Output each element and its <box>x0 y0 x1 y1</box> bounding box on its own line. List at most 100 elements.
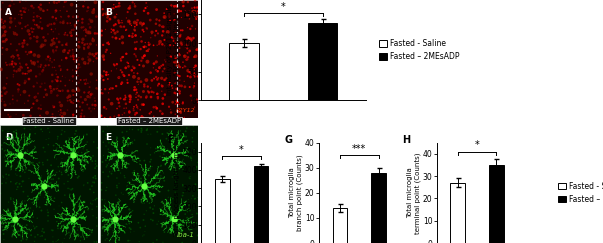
Point <box>125 94 134 98</box>
Point <box>133 128 143 132</box>
Point <box>98 140 108 144</box>
Point <box>104 8 113 12</box>
Point <box>18 71 28 75</box>
Point <box>57 104 66 107</box>
Point <box>36 103 46 107</box>
Point <box>89 176 98 180</box>
Point <box>52 18 62 22</box>
Point <box>45 130 54 134</box>
Point <box>122 106 131 110</box>
Text: F: F <box>167 135 174 145</box>
Point <box>148 211 158 215</box>
Point <box>57 225 66 229</box>
Point <box>142 5 152 9</box>
Point <box>84 31 94 35</box>
Point <box>51 49 61 52</box>
Point <box>130 4 140 8</box>
Point <box>78 41 87 45</box>
Point <box>75 161 84 165</box>
Point <box>0 86 9 90</box>
Point <box>168 175 177 179</box>
Point <box>131 112 141 116</box>
Point <box>28 215 38 219</box>
Point <box>16 174 25 178</box>
Point <box>126 227 136 231</box>
Point <box>78 17 87 21</box>
Point <box>46 89 56 93</box>
Point <box>183 218 193 222</box>
Point <box>66 54 75 58</box>
Point <box>180 9 190 13</box>
Point <box>89 181 99 184</box>
Point <box>86 93 96 96</box>
Point <box>68 113 78 117</box>
Point <box>146 71 156 75</box>
Point <box>181 129 191 133</box>
Point <box>39 230 49 234</box>
Point <box>36 20 45 24</box>
Point <box>159 208 168 212</box>
Point <box>40 150 50 154</box>
Point <box>81 151 90 155</box>
Point <box>116 155 125 159</box>
Point <box>48 228 57 232</box>
Point <box>45 23 54 26</box>
Point <box>90 0 100 4</box>
Point <box>36 63 46 67</box>
Bar <box>308 23 338 100</box>
Point <box>49 207 59 211</box>
Point <box>137 55 147 59</box>
Point <box>122 151 131 155</box>
Point <box>158 102 168 106</box>
Point <box>73 86 83 90</box>
Point <box>51 10 60 14</box>
Point <box>46 195 56 199</box>
Point <box>34 65 43 69</box>
Point <box>13 185 22 189</box>
Point <box>29 27 39 31</box>
Point <box>0 27 8 31</box>
Point <box>21 204 31 208</box>
Point <box>88 10 98 14</box>
Point <box>125 127 134 131</box>
Point <box>17 16 27 20</box>
Point <box>98 56 108 60</box>
Point <box>137 103 147 106</box>
Point <box>149 62 159 66</box>
Point <box>85 230 95 234</box>
Point <box>79 183 89 187</box>
Point <box>136 80 146 84</box>
Point <box>14 182 24 186</box>
Point <box>71 222 81 226</box>
Point <box>166 207 176 211</box>
Bar <box>333 208 347 243</box>
Point <box>138 115 148 119</box>
Point <box>30 235 40 239</box>
Point <box>178 183 188 187</box>
Y-axis label: Total process length (μm): Total process length (μm) <box>174 148 180 237</box>
Point <box>19 113 28 117</box>
Point <box>110 114 119 118</box>
Point <box>71 90 80 94</box>
Point <box>148 179 157 183</box>
Point <box>45 182 54 185</box>
Point <box>13 90 23 94</box>
Title: Fasted – 2MEsADP: Fasted – 2MEsADP <box>118 118 181 124</box>
Point <box>130 113 140 117</box>
Point <box>10 17 20 20</box>
Point <box>68 217 78 221</box>
Point <box>178 167 188 171</box>
Point <box>55 64 65 68</box>
Point <box>122 16 131 20</box>
Point <box>38 227 48 231</box>
Point <box>105 170 115 174</box>
Point <box>191 17 201 21</box>
Point <box>63 89 73 93</box>
Point <box>92 51 102 55</box>
Point <box>15 61 25 65</box>
Point <box>136 21 145 25</box>
Point <box>0 68 6 72</box>
Point <box>54 109 63 113</box>
Point <box>82 148 92 152</box>
Point <box>127 68 137 72</box>
